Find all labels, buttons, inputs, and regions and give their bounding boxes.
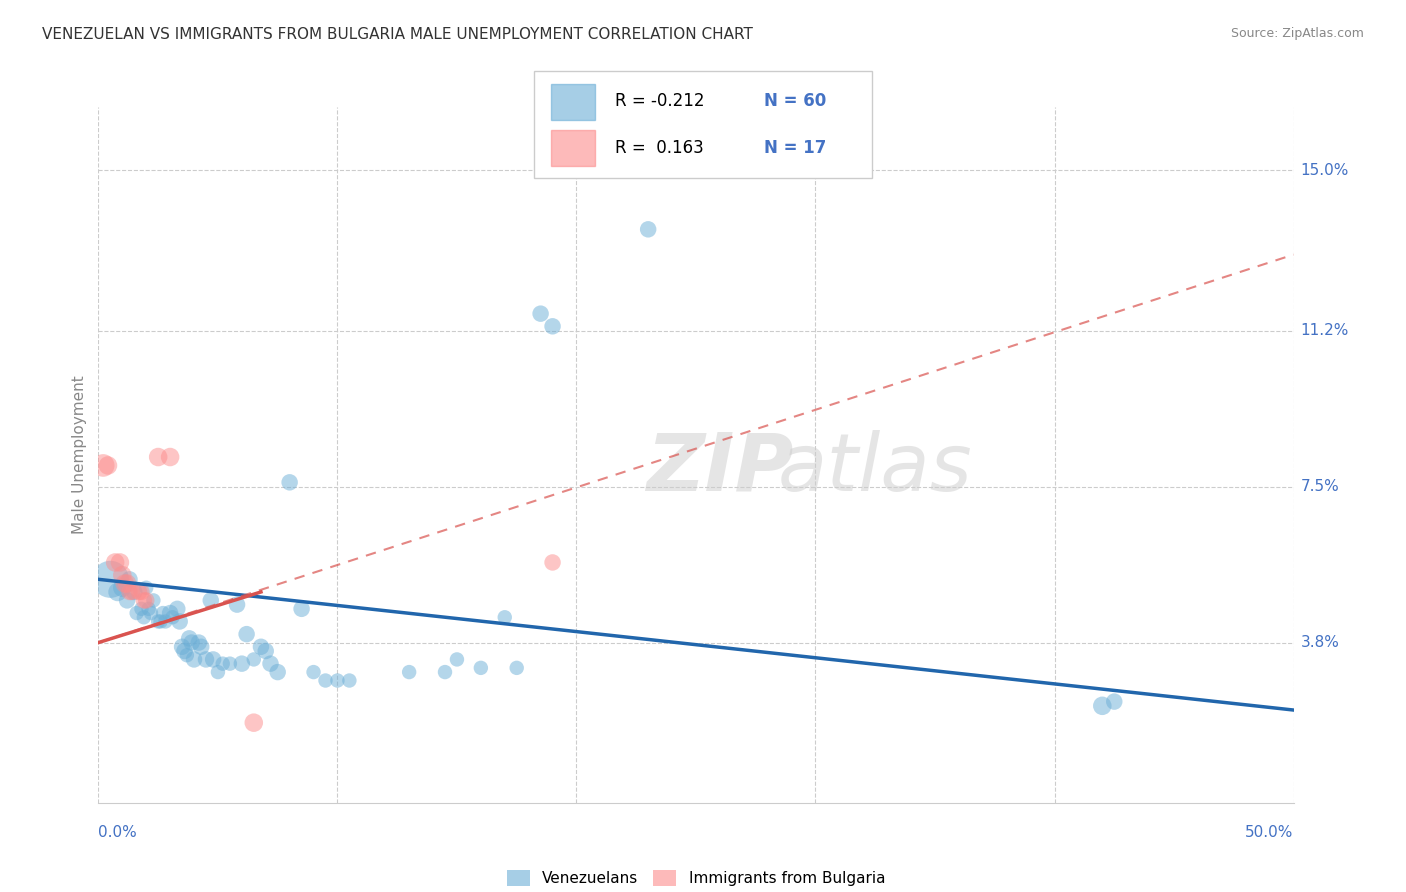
Point [302, 665, 325, 679]
Text: N = 60: N = 60 [763, 93, 825, 111]
Point [470, 661, 492, 675]
Point [125, 606, 148, 620]
Point [337, 673, 360, 688]
Text: Source: ZipAtlas.com: Source: ZipAtlas.com [1230, 27, 1364, 40]
Point [1102, 695, 1125, 709]
Point [207, 665, 229, 679]
Point [187, 635, 209, 649]
FancyBboxPatch shape [534, 71, 872, 178]
Point [1091, 698, 1114, 713]
Point [135, 593, 157, 607]
Text: 7.5%: 7.5% [1301, 479, 1340, 494]
Point [250, 640, 273, 654]
Point [115, 593, 138, 607]
Point [278, 475, 301, 490]
Point [183, 652, 205, 666]
Point [194, 652, 217, 666]
Point [98, 572, 122, 586]
Point [267, 665, 290, 679]
Point [107, 585, 129, 599]
Point [108, 556, 131, 570]
Point [172, 640, 194, 654]
Point [148, 450, 170, 464]
Point [111, 568, 134, 582]
Bar [551, 84, 595, 120]
Point [152, 606, 174, 620]
Text: R = -0.212: R = -0.212 [616, 93, 704, 111]
Text: 0.0%: 0.0% [98, 825, 138, 840]
Point [155, 615, 177, 629]
Point [190, 640, 212, 654]
Point [446, 652, 468, 666]
Point [529, 307, 551, 321]
Text: 50.0%: 50.0% [1246, 825, 1294, 840]
Point [91, 458, 114, 473]
Point [235, 627, 257, 641]
Point [118, 585, 141, 599]
Point [169, 615, 191, 629]
Text: ZIP: ZIP [647, 430, 793, 508]
Text: VENEZUELAN VS IMMIGRANTS FROM BULGARIA MALE UNEMPLOYMENT CORRELATION CHART: VENEZUELAN VS IMMIGRANTS FROM BULGARIA M… [42, 27, 754, 42]
Point [118, 572, 141, 586]
Point [200, 593, 222, 607]
Point [115, 576, 138, 591]
Point [173, 644, 195, 658]
Point [149, 615, 172, 629]
Point [138, 602, 160, 616]
Point [202, 652, 225, 666]
Y-axis label: Male Unemployment: Male Unemployment [72, 376, 87, 534]
Point [637, 222, 659, 236]
Point [135, 581, 157, 595]
Text: 11.2%: 11.2% [1301, 323, 1348, 338]
Point [132, 610, 155, 624]
Point [114, 576, 136, 591]
Point [148, 615, 170, 629]
Point [226, 598, 249, 612]
Point [219, 657, 242, 671]
Point [315, 673, 337, 688]
Point [132, 593, 155, 607]
Point [433, 665, 456, 679]
Point [179, 632, 201, 646]
Point [541, 556, 564, 570]
Point [131, 585, 153, 599]
Text: atlas: atlas [778, 430, 973, 508]
Point [111, 581, 134, 595]
Point [162, 610, 184, 624]
Text: N = 17: N = 17 [763, 139, 827, 157]
Point [97, 458, 120, 473]
Point [290, 602, 312, 616]
Point [104, 556, 127, 570]
Point [494, 610, 516, 624]
Text: 3.8%: 3.8% [1301, 635, 1340, 650]
Point [243, 652, 266, 666]
Point [398, 665, 420, 679]
Point [231, 657, 253, 671]
Legend: Venezuelans, Immigrants from Bulgaria: Venezuelans, Immigrants from Bulgaria [501, 864, 891, 892]
Point [259, 657, 281, 671]
Point [159, 606, 181, 620]
Point [142, 593, 165, 607]
Point [541, 319, 564, 334]
Point [176, 648, 198, 663]
Point [243, 715, 266, 730]
Point [121, 585, 143, 599]
Point [159, 450, 181, 464]
Point [131, 602, 153, 616]
Point [326, 673, 349, 688]
Bar [551, 130, 595, 166]
Point [506, 661, 529, 675]
Point [211, 657, 233, 671]
Text: R =  0.163: R = 0.163 [616, 139, 704, 157]
Point [166, 602, 188, 616]
Text: 15.0%: 15.0% [1301, 163, 1348, 178]
Point [139, 606, 162, 620]
Point [254, 644, 277, 658]
Point [128, 585, 150, 599]
Point [180, 635, 202, 649]
Point [124, 585, 146, 599]
